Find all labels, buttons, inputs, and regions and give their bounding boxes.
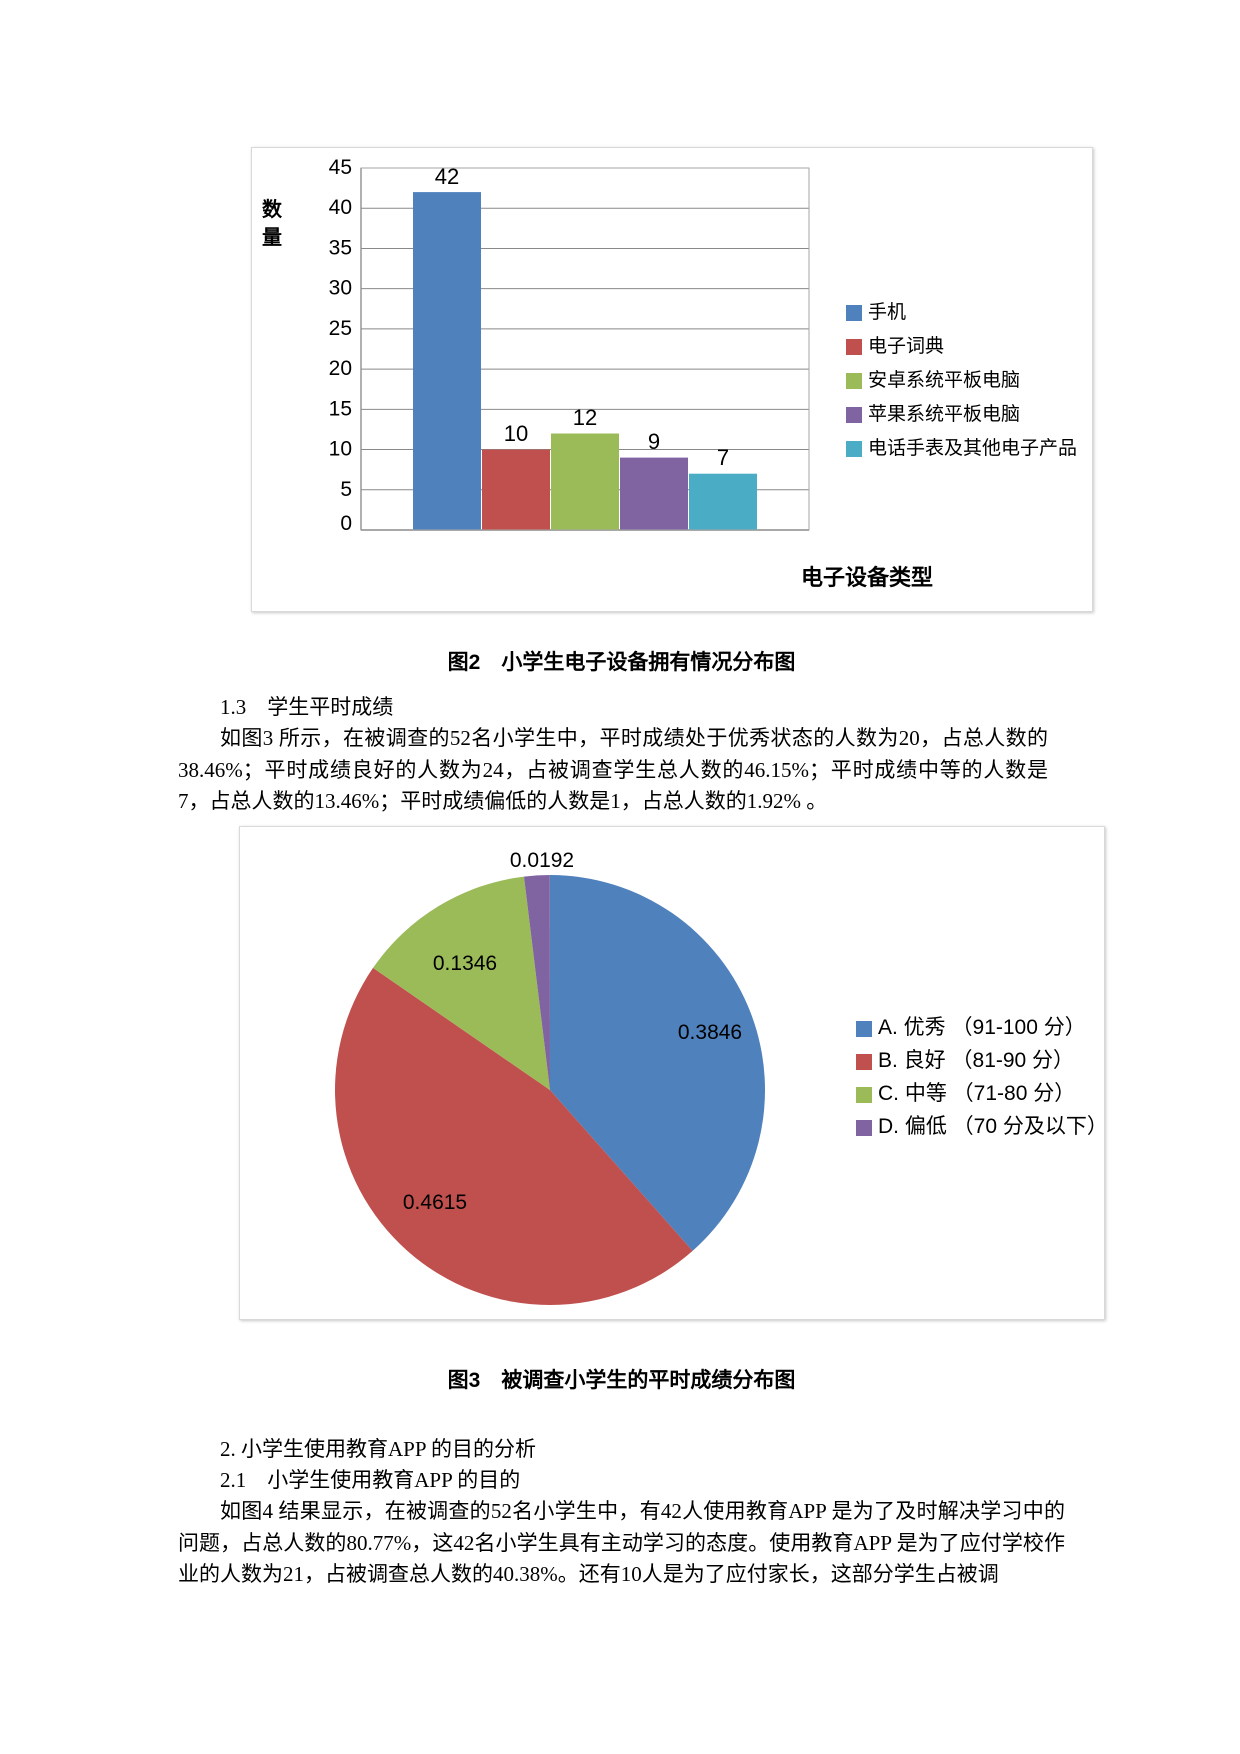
svg-text:0: 0 (340, 512, 352, 535)
svg-text:C. 中等 （71-80 分）: C. 中等 （71-80 分） (878, 1082, 1075, 1105)
svg-text:15: 15 (329, 397, 352, 420)
svg-text:0.0192: 0.0192 (510, 849, 574, 872)
svg-text:安卓系统平板电脑: 安卓系统平板电脑 (868, 369, 1020, 391)
svg-text:0.3846: 0.3846 (678, 1021, 742, 1044)
svg-text:25: 25 (329, 317, 352, 340)
svg-text:10: 10 (504, 421, 528, 446)
svg-text:45: 45 (329, 156, 352, 179)
svg-text:电子设备类型: 电子设备类型 (801, 565, 933, 590)
svg-text:30: 30 (329, 277, 352, 300)
svg-text:35: 35 (329, 236, 352, 259)
svg-text:手机: 手机 (868, 301, 906, 323)
svg-text:D. 偏低 （70 分及以下）: D. 偏低 （70 分及以下） (878, 1115, 1106, 1138)
svg-text:7: 7 (717, 445, 729, 470)
svg-text:5: 5 (340, 478, 352, 501)
svg-text:A. 优秀 （91-100 分）: A. 优秀 （91-100 分） (878, 1016, 1086, 1039)
svg-text:数: 数 (262, 197, 283, 221)
svg-text:量: 量 (262, 226, 282, 249)
svg-text:0.4615: 0.4615 (403, 1191, 467, 1214)
svg-text:苹果系统平板电脑: 苹果系统平板电脑 (868, 403, 1020, 425)
svg-text:12: 12 (573, 405, 597, 430)
svg-text:0.1346: 0.1346 (433, 952, 497, 975)
svg-text:20: 20 (329, 357, 352, 380)
svg-text:电子词典: 电子词典 (868, 335, 944, 357)
svg-text:10: 10 (329, 438, 352, 461)
svg-text:B. 良好 （81-90 分）: B. 良好 （81-90 分） (878, 1049, 1074, 1072)
svg-text:9: 9 (648, 429, 660, 454)
svg-text:40: 40 (329, 196, 352, 219)
svg-text:电话手表及其他电子产品: 电话手表及其他电子产品 (868, 437, 1077, 459)
